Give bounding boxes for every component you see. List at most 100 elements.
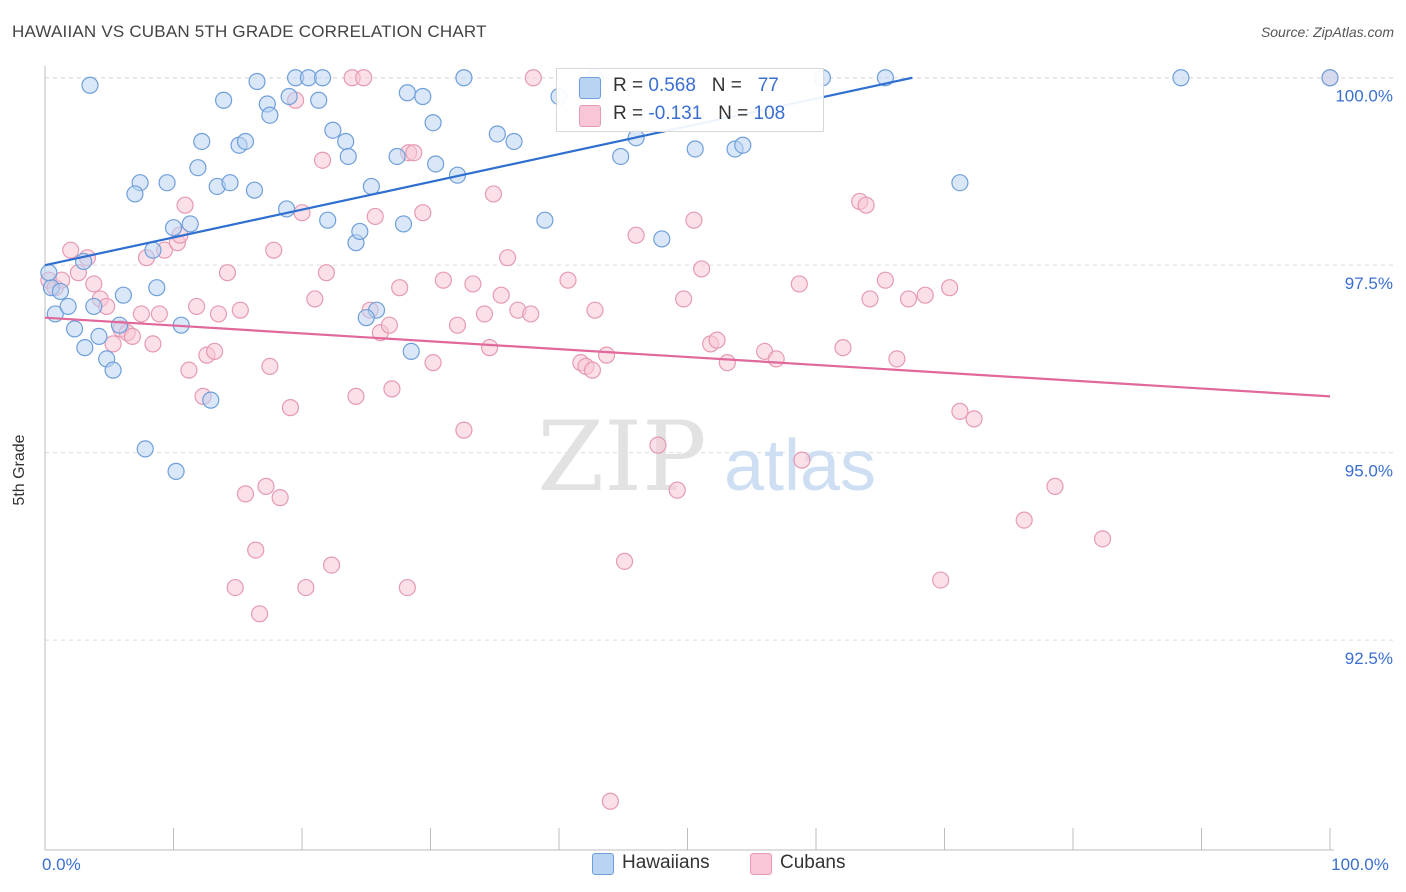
- cuban-point: [293, 204, 311, 222]
- stats-box: R = 0.568 N = 77 R = -0.131 N = 108: [556, 68, 824, 132]
- cuban-point: [380, 316, 398, 334]
- cuban-point: [1046, 477, 1064, 495]
- cuban-point: [1093, 530, 1112, 548]
- hawaiian-point: [612, 147, 630, 166]
- hawaiian-point: [455, 69, 473, 87]
- cuban-point: [615, 552, 634, 570]
- r-value-cubans: -0.131: [648, 103, 703, 124]
- y-tick-label: 95.0%: [1345, 462, 1393, 481]
- cuban-point: [951, 402, 969, 420]
- cuban-point: [85, 275, 103, 293]
- cuban-point: [424, 354, 442, 372]
- cuban-point: [317, 264, 336, 282]
- cuban-point: [601, 792, 620, 810]
- cuban-point: [226, 578, 244, 597]
- cuban-point: [176, 196, 194, 214]
- hawaiian-point: [245, 181, 264, 199]
- cuban-point: [188, 297, 206, 316]
- hawaiian-point: [351, 222, 369, 241]
- hawaiian-point: [248, 72, 266, 91]
- cuban-point: [586, 301, 604, 319]
- axes: [44, 66, 1334, 851]
- cuban-point: [790, 275, 808, 293]
- hawaiian-point: [110, 316, 129, 334]
- hawaiian-point: [85, 297, 103, 316]
- hawaiian-point: [236, 132, 255, 151]
- cuban-trend-line: [44, 316, 1331, 398]
- hawaiians-swatch: [579, 77, 601, 99]
- hawaiian-point: [313, 69, 332, 87]
- hawaiian-point: [388, 147, 406, 166]
- hawaiian-point: [202, 391, 220, 409]
- hawaiian-point: [81, 76, 99, 94]
- hawaiian-point: [310, 91, 328, 109]
- cuban-point: [965, 410, 983, 428]
- hawaiian-point: [189, 159, 207, 177]
- cuban-point: [180, 361, 198, 379]
- y-tick-label: 100.0%: [1335, 87, 1393, 106]
- cuban-point: [899, 290, 918, 308]
- n-label: N =: [718, 103, 749, 124]
- hawaiian-point: [339, 147, 357, 166]
- legend-swatch-hawaiians: [592, 853, 614, 875]
- chart-title: HAWAIIAN VS CUBAN 5TH GRADE CORRELATION …: [12, 22, 487, 41]
- cuban-point: [559, 271, 577, 289]
- hawaiian-point: [164, 219, 183, 237]
- y-tick-label: 97.5%: [1345, 274, 1393, 293]
- cuban-point: [857, 196, 875, 214]
- hawaiian-point: [144, 241, 162, 259]
- n-value-hawaiians: 77: [757, 75, 779, 96]
- cuban-point: [693, 260, 711, 278]
- hawaiian-point: [215, 91, 233, 109]
- hawaiian-point: [734, 136, 752, 154]
- cuban-point: [257, 477, 275, 495]
- cuban-point: [391, 279, 409, 297]
- hawaiian-point: [324, 121, 342, 139]
- cuban-point: [793, 451, 811, 469]
- cuban-point: [888, 350, 906, 368]
- hawaiian-point: [158, 174, 176, 192]
- cubans-swatch: [579, 105, 601, 127]
- hawaiian-point: [181, 215, 199, 233]
- cuban-point: [583, 361, 602, 379]
- cuban-point: [250, 605, 269, 623]
- hawaiian-point: [427, 155, 445, 173]
- hawaiian-point: [536, 211, 554, 229]
- legend-swatch-cubans: [750, 853, 772, 875]
- cuban-point: [627, 226, 645, 244]
- hawaiian-point: [394, 215, 413, 233]
- hawaiian-point: [402, 342, 420, 361]
- hawaiian-point: [1172, 69, 1190, 87]
- hawaiian-point: [951, 174, 969, 192]
- hawaiian-point: [104, 361, 122, 379]
- hawaiian-point: [59, 297, 77, 316]
- hawaiian-point: [357, 309, 375, 327]
- hawaiian-point: [686, 140, 704, 158]
- cuban-point: [271, 489, 289, 507]
- x-tick-label: 0.0%: [42, 855, 81, 874]
- source-label: Source: ZipAtlas.com: [1260, 24, 1394, 40]
- stats-text-cubans: R = -0.131 N = 108: [613, 103, 785, 125]
- n-label: N =: [711, 75, 742, 96]
- cuban-point: [597, 346, 616, 364]
- hawaiian-point: [653, 230, 671, 248]
- cuban-point: [649, 436, 667, 454]
- cuban-point: [104, 335, 122, 353]
- cuban-point: [464, 275, 482, 293]
- cuban-point: [675, 290, 693, 308]
- cuban-point: [484, 185, 503, 203]
- cuban-point: [62, 241, 80, 259]
- hawaiian-point: [114, 286, 132, 304]
- cuban-point: [448, 316, 467, 334]
- hawaiian-point: [126, 185, 144, 203]
- cuban-point: [247, 541, 265, 559]
- cuban-point: [231, 301, 249, 319]
- cuban-point: [405, 144, 423, 162]
- cuban-point: [306, 290, 324, 308]
- hawaiian-point: [337, 132, 355, 151]
- cuban-point: [414, 204, 432, 222]
- watermark: ZIP atlas: [537, 401, 876, 513]
- cuban-point: [398, 578, 416, 597]
- cuban-point: [209, 305, 228, 323]
